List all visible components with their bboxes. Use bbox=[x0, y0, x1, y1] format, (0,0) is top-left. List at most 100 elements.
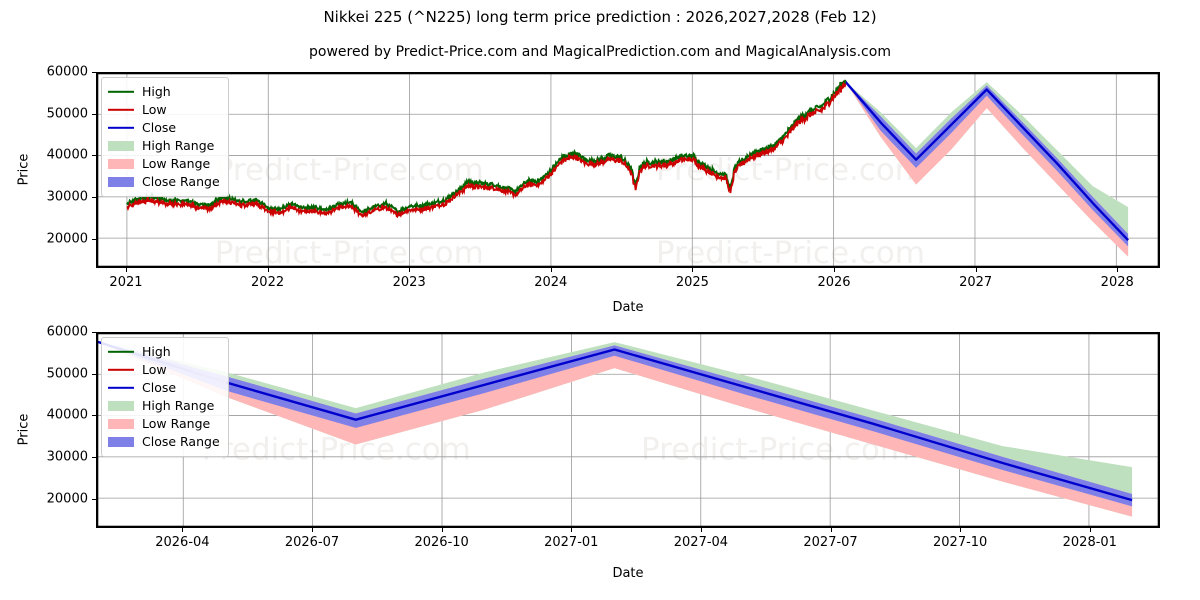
legend-label: Low Range bbox=[142, 158, 210, 171]
legend-item[interactable]: Close bbox=[108, 379, 220, 397]
legend-label: High bbox=[142, 86, 171, 99]
legend-item[interactable]: High Range bbox=[108, 397, 220, 415]
x-axis-tick-mark bbox=[551, 268, 552, 272]
legend-item[interactable]: Low Range bbox=[108, 415, 220, 433]
overview-plot-svg: Predict-Price.comPredict-Price.comPredic… bbox=[97, 73, 1159, 267]
x-axis-tick-mark bbox=[960, 528, 961, 532]
x-axis-tick-label: 2021 bbox=[109, 275, 142, 290]
high-range-swatch-icon bbox=[108, 139, 134, 153]
legend-label: Close Range bbox=[142, 176, 220, 189]
legend-item[interactable]: Low bbox=[108, 101, 220, 119]
high-line-icon bbox=[108, 85, 134, 99]
legend-item[interactable]: Low bbox=[108, 361, 220, 379]
y-axis-tick-label: 40000 bbox=[18, 148, 88, 163]
x-axis-tick-mark bbox=[126, 268, 127, 272]
x-axis-tick-mark bbox=[442, 528, 443, 532]
overview-legend: High Low Close High Range Low Range Close Ran… bbox=[101, 77, 229, 197]
y-axis-tick-mark bbox=[92, 415, 96, 416]
x-axis-tick-mark bbox=[976, 268, 977, 272]
x-axis-tick-mark bbox=[571, 528, 572, 532]
x-axis-tick-label: 2025 bbox=[676, 275, 709, 290]
close-line-icon bbox=[108, 121, 134, 135]
y-axis-tick-mark bbox=[92, 197, 96, 198]
legend-item[interactable]: High bbox=[108, 343, 220, 361]
overview-x-axis-label: Date bbox=[96, 300, 1160, 315]
x-axis-tick-label: 2027-04 bbox=[674, 535, 728, 550]
x-axis-tick-label: 2027-07 bbox=[803, 535, 857, 550]
forecast-legend: High Low Close High Range Low Range Close Ran… bbox=[101, 337, 229, 457]
x-axis-tick-label: 2027 bbox=[959, 275, 992, 290]
x-axis-tick-label: 2026-10 bbox=[414, 535, 468, 550]
legend-label: Low bbox=[142, 364, 167, 377]
figure: Nikkei 225 (^N225) long term price predi… bbox=[0, 0, 1200, 600]
y-axis-tick-label: 20000 bbox=[18, 491, 88, 506]
y-axis-tick-mark bbox=[92, 114, 96, 115]
x-axis-tick-mark bbox=[1117, 268, 1118, 272]
x-axis-tick-mark bbox=[701, 528, 702, 532]
x-axis-tick-label: 2026-07 bbox=[285, 535, 339, 550]
overview-chart: Predict-Price.comPredict-Price.comPredic… bbox=[96, 72, 1160, 268]
low-line-icon bbox=[108, 103, 134, 117]
x-axis-tick-label: 2027-10 bbox=[933, 535, 987, 550]
y-axis-tick-label: 50000 bbox=[18, 366, 88, 381]
x-axis-tick-label: 2028-01 bbox=[1063, 535, 1117, 550]
x-axis-tick-label: 2026-04 bbox=[155, 535, 209, 550]
y-axis-tick-label: 20000 bbox=[18, 231, 88, 246]
legend-item[interactable]: High Range bbox=[108, 137, 220, 155]
page-title: Nikkei 225 (^N225) long term price predi… bbox=[0, 8, 1200, 26]
close-range-swatch-icon bbox=[108, 175, 134, 189]
x-axis-tick-label: 2022 bbox=[251, 275, 284, 290]
high-range-swatch-icon bbox=[108, 399, 134, 413]
legend-item[interactable]: High bbox=[108, 83, 220, 101]
high-line-icon bbox=[108, 345, 134, 359]
page-subtitle: powered by Predict-Price.com and Magical… bbox=[0, 44, 1200, 60]
low-range-swatch-icon bbox=[108, 157, 134, 171]
legend-label: High bbox=[142, 346, 171, 359]
close-range-swatch-icon bbox=[108, 435, 134, 449]
y-axis-tick-mark bbox=[92, 374, 96, 375]
y-axis-tick-label: 50000 bbox=[18, 106, 88, 121]
legend-label: Low bbox=[142, 104, 167, 117]
x-axis-tick-mark bbox=[409, 268, 410, 272]
x-axis-tick-mark bbox=[692, 268, 693, 272]
x-axis-tick-label: 2026 bbox=[817, 275, 850, 290]
y-axis-tick-mark bbox=[92, 239, 96, 240]
y-axis-tick-label: 40000 bbox=[18, 408, 88, 423]
legend-item[interactable]: Low Range bbox=[108, 155, 220, 173]
legend-item[interactable]: Close Range bbox=[108, 433, 220, 451]
svg-text:Predict-Price.com: Predict-Price.com bbox=[215, 235, 484, 267]
x-axis-tick-label: 2028 bbox=[1101, 275, 1134, 290]
forecast-plot-svg: Predict-Price.comPredict-Price.com bbox=[97, 333, 1159, 527]
legend-item[interactable]: Close bbox=[108, 119, 220, 137]
low-range-swatch-icon bbox=[108, 417, 134, 431]
y-axis-tick-mark bbox=[92, 499, 96, 500]
x-axis-tick-mark bbox=[268, 268, 269, 272]
y-axis-tick-label: 30000 bbox=[18, 450, 88, 465]
y-axis-tick-mark bbox=[92, 457, 96, 458]
y-axis-tick-label: 60000 bbox=[18, 65, 88, 80]
overview-plot-area: Predict-Price.comPredict-Price.comPredic… bbox=[96, 72, 1160, 268]
y-axis-tick-label: 30000 bbox=[18, 190, 88, 205]
svg-text:Predict-Price.com: Predict-Price.com bbox=[215, 152, 484, 188]
x-axis-tick-label: 2023 bbox=[393, 275, 426, 290]
low-line-icon bbox=[108, 363, 134, 377]
legend-label: Low Range bbox=[142, 418, 210, 431]
legend-label: Close Range bbox=[142, 436, 220, 449]
forecast-plot-area: Predict-Price.comPredict-Price.com bbox=[96, 332, 1160, 528]
x-axis-tick-mark bbox=[1090, 528, 1091, 532]
x-axis-tick-mark bbox=[312, 528, 313, 532]
close-line-icon bbox=[108, 381, 134, 395]
legend-label: Close bbox=[142, 382, 176, 395]
y-axis-tick-label: 60000 bbox=[18, 325, 88, 340]
x-axis-tick-mark bbox=[834, 268, 835, 272]
forecast-x-axis-label: Date bbox=[96, 566, 1160, 581]
legend-label: High Range bbox=[142, 400, 214, 413]
legend-item[interactable]: Close Range bbox=[108, 173, 220, 191]
y-axis-tick-mark bbox=[92, 332, 96, 333]
legend-label: High Range bbox=[142, 140, 214, 153]
y-axis-tick-mark bbox=[92, 72, 96, 73]
x-axis-tick-mark bbox=[182, 528, 183, 532]
forecast-detail-chart: Predict-Price.comPredict-Price.com bbox=[96, 332, 1160, 528]
x-axis-tick-label: 2024 bbox=[534, 275, 567, 290]
x-axis-tick-label: 2027-01 bbox=[544, 535, 598, 550]
